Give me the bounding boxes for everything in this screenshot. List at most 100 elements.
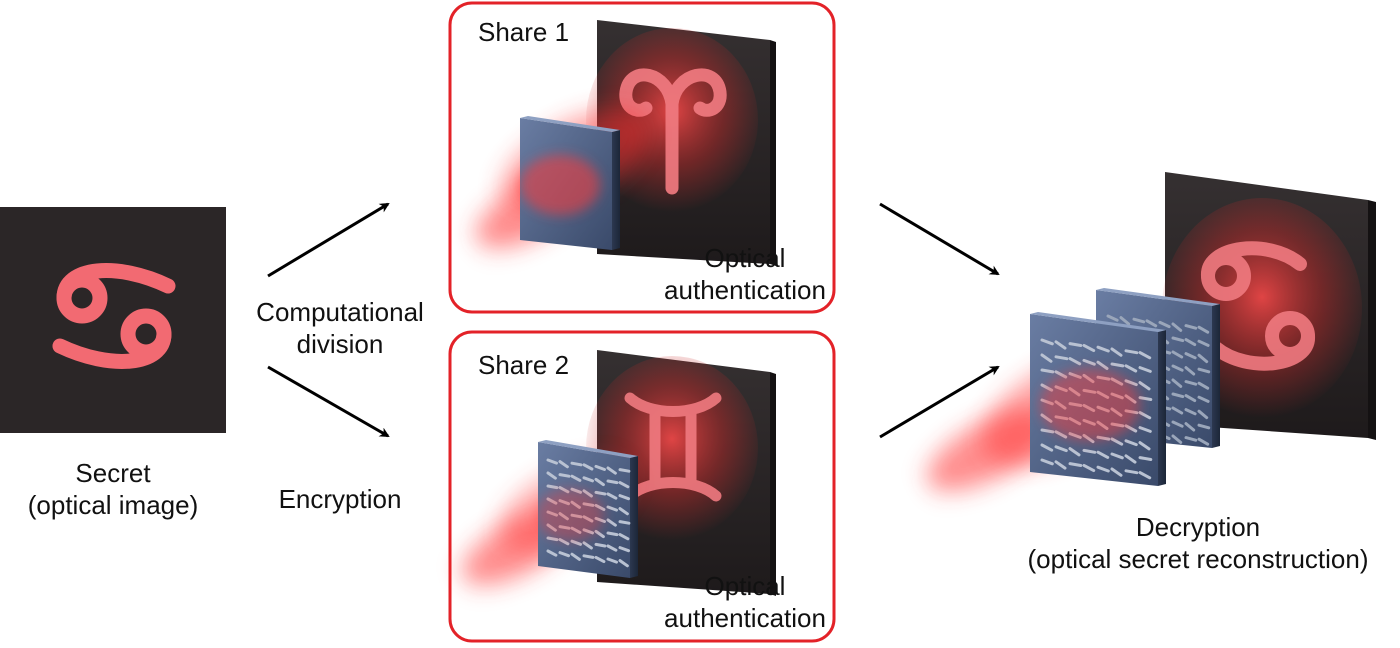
- metasurface-pillar: [618, 559, 629, 568]
- metasurface-pillar: [1184, 394, 1197, 403]
- metasurface-pillar: [1110, 452, 1124, 460]
- share2-metasurface: [536, 440, 638, 578]
- share1-metasurface: [520, 116, 620, 250]
- metasurface-pillar: [606, 505, 618, 512]
- metasurface-pillar: [1184, 366, 1196, 376]
- arrow-share2-to-decryption: [879, 365, 1000, 439]
- secret-label-line1: Secret: [75, 458, 151, 488]
- metasurface-pillar: [1138, 396, 1153, 401]
- metasurface-pillar: [1138, 441, 1151, 451]
- decryption-metasurface-front: [1030, 312, 1166, 486]
- metasurface-pillar: [1110, 467, 1123, 477]
- metasurface-pillar: [618, 546, 630, 553]
- metasurface-pillar: [1132, 317, 1146, 324]
- metasurface-pillar: [1040, 338, 1054, 346]
- metasurface-pillar: [1138, 426, 1152, 433]
- metasurface-pillar: [1082, 358, 1096, 366]
- metasurface-pillar: [606, 544, 618, 552]
- division-label: Computational division: [240, 296, 440, 360]
- metasurface-pillar: [618, 507, 629, 516]
- metasurface-pillar: [1184, 352, 1197, 360]
- secret-image: [0, 207, 226, 433]
- metasurface-pillar: [606, 531, 619, 537]
- metasurface-pillar: [1197, 367, 1211, 374]
- metasurface-pillar: [606, 557, 618, 564]
- metasurface-pillar: [1040, 458, 1054, 466]
- share2-auth-line2: authentication: [664, 603, 826, 633]
- metasurface-pillar: [1068, 447, 1081, 457]
- metasurface-pillar: [1184, 324, 1198, 330]
- metasurface-pillar: [594, 529, 605, 539]
- metasurface-pillar: [1138, 471, 1152, 480]
- share1-auth-line1: Optical: [704, 243, 786, 273]
- cancer-zodiac-icon: [1201, 241, 1315, 371]
- metasurface-pillar: [558, 538, 570, 546]
- metasurface-pillar: [1124, 349, 1139, 355]
- metasurface-pillar: [1171, 406, 1184, 415]
- metasurface-pillar: [1184, 338, 1197, 347]
- arrow-share1-to-decryption: [879, 202, 1000, 276]
- metasurface-pillar: [1184, 422, 1196, 432]
- metasurface-pillar: [1110, 437, 1124, 446]
- metasurface-pillar: [1138, 351, 1152, 360]
- share2-auth-label: Optical authentication: [660, 570, 830, 634]
- metasurface-pillar: [1145, 319, 1158, 328]
- metasurface-pillar: [618, 468, 631, 473]
- metasurface-pillar: [1110, 362, 1125, 368]
- metasurface-pillar: [1138, 456, 1153, 461]
- share2-panel: [448, 330, 836, 643]
- metasurface-pillar: [1082, 463, 1096, 473]
- metasurface-pillar: [1040, 443, 1054, 452]
- metasurface-pillar: [1054, 445, 1068, 453]
- metasurface-pillar: [570, 461, 583, 467]
- metasurface-pillar: [1124, 439, 1138, 447]
- share1-title: Share 1: [478, 17, 570, 47]
- metasurface-pillar: [1106, 314, 1119, 322]
- metasurface-pillar: [1171, 336, 1185, 343]
- metasurface-pillar: [1068, 462, 1083, 467]
- decryption-label-line2: (optical secret reconstruction): [1027, 544, 1369, 574]
- metasurface-pillar: [1124, 454, 1137, 464]
- metasurface-pillar: [1197, 353, 1209, 364]
- metasurface-pillar: [582, 476, 594, 483]
- metasurface-pillar: [1124, 469, 1139, 475]
- metasurface-pillar: [546, 536, 559, 542]
- metasurface-pillar: [1184, 436, 1198, 442]
- metasurface-pillar: [546, 471, 557, 480]
- metasurface-pillar: [1082, 343, 1096, 353]
- aries-zodiac-icon: [619, 68, 727, 195]
- cancer-zodiac-icon: [52, 263, 176, 369]
- metasurface-pillar: [558, 460, 569, 469]
- secret-label: Secret (optical image): [10, 457, 216, 521]
- metasurface-pillar: [1171, 392, 1185, 399]
- division-label-line2: division: [296, 329, 384, 359]
- metasurface-pillar: [1197, 409, 1209, 420]
- metasurface-pillar: [546, 549, 558, 557]
- decryption-label: Decryption (optical secret reconstructio…: [1000, 511, 1396, 575]
- metasurface-pillar: [1096, 345, 1110, 353]
- metasurface-pillar: [618, 520, 631, 525]
- metasurface-pillar: [1138, 366, 1152, 373]
- share2-auth-line1: Optical: [704, 571, 786, 601]
- metasurface-pillar: [1171, 420, 1184, 428]
- metasurface-pillar: [570, 539, 582, 546]
- arrows: [267, 202, 1000, 439]
- metasurface-pillar: [1068, 342, 1083, 347]
- metasurface-pillar: [1197, 395, 1210, 403]
- metasurface-pillar: [594, 542, 607, 548]
- metasurface-pillar: [618, 533, 630, 541]
- metasurface-pillar: [1110, 347, 1123, 357]
- metasurface-pillar: [1184, 408, 1197, 416]
- decryption-assembly: [926, 172, 1376, 492]
- metasurface-pillar: [1054, 430, 1068, 439]
- metasurface-pillar: [594, 477, 605, 487]
- metasurface-pillar: [1138, 381, 1151, 391]
- metasurface-pillar: [1197, 339, 1210, 347]
- metasurface-pillar: [558, 473, 571, 478]
- metasurface-pillar: [618, 481, 630, 489]
- metasurface-pillar: [606, 479, 619, 485]
- metasurface-pillar: [1040, 428, 1055, 434]
- metasurface-pillar: [546, 484, 559, 490]
- metasurface-pillar: [1040, 353, 1053, 363]
